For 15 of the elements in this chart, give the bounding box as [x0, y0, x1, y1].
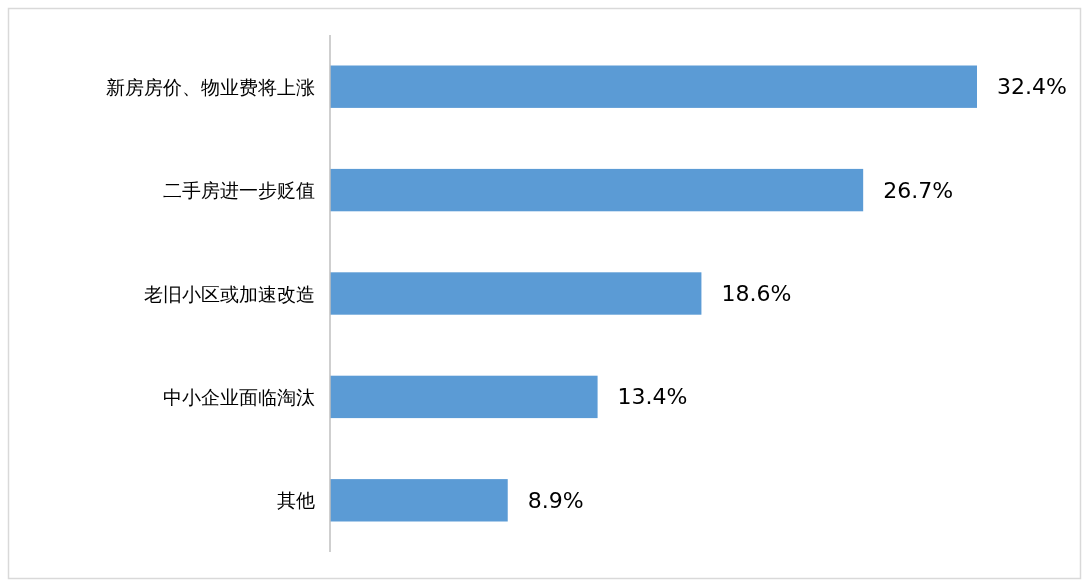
data-label: 13.4% [617, 384, 688, 410]
data-label: 18.6% [721, 281, 792, 306]
data-label: 8.9% [527, 487, 584, 513]
bar [330, 272, 702, 315]
y-tick-label: 二手房进一步贬值 [163, 179, 315, 202]
bar [330, 168, 864, 212]
bar [330, 479, 508, 522]
y-tick-label: 新房房价、物业费将上涨 [106, 75, 315, 98]
data-label: 26.7% [883, 177, 954, 203]
y-tick-label: 中小企业面临淘汰 [163, 385, 315, 408]
y-tick-label: 其他 [277, 489, 315, 512]
bar [330, 375, 598, 419]
y-tick-label: 老旧小区或加速改造 [144, 282, 315, 305]
bar [330, 65, 977, 108]
data-label: 32.4% [997, 74, 1067, 100]
